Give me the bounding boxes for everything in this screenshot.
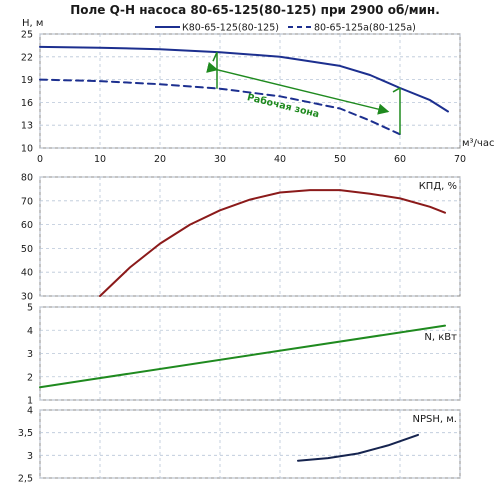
y-tick-label: 25 — [21, 30, 33, 41]
y-axis-label: NPSH, м. — [413, 414, 457, 425]
zone-tick-right — [392, 87, 401, 93]
y-tick-label: 4 — [27, 406, 33, 417]
y-tick-label: 40 — [21, 268, 33, 279]
y-tick-label: 13 — [21, 121, 33, 132]
y-tick-label: 10 — [21, 144, 33, 155]
y-tick-label: 2,5 — [18, 474, 33, 485]
x-tick-label: 20 — [154, 154, 166, 165]
zone-tick-left — [212, 51, 218, 62]
y-tick-label: 3 — [27, 451, 33, 462]
panel-npsh: 2,5 3 3,5 4 NPSH, м. — [18, 406, 461, 485]
series-line-head-0 — [39, 45, 449, 113]
chart-title: Поле Q-H насоса 80-65-125(80-125) при 29… — [70, 3, 440, 17]
plot-area — [39, 409, 461, 479]
series-line-npsh-0 — [297, 433, 419, 462]
y-tick-label: 50 — [21, 244, 33, 255]
y-tick-label: 70 — [21, 196, 33, 207]
y-tick-label: 60 — [21, 220, 33, 231]
x-tick-label: 70 — [454, 154, 466, 165]
zone-arrow — [206, 61, 390, 115]
series-line-efficiency-0 — [99, 189, 446, 297]
y-tick-label: 16 — [21, 98, 33, 109]
y-tick-label: 2 — [27, 372, 33, 383]
x-axis-label: м³/час — [462, 138, 494, 149]
x-tick-label: 50 — [334, 154, 346, 165]
panel-power: 1 2 3 4 5 N, кВт — [27, 303, 461, 407]
x-tick-label: 10 — [94, 154, 106, 165]
y-tick-label: 22 — [21, 52, 33, 63]
y-axis-label: N, кВт — [424, 332, 457, 343]
y-tick-label: 1 — [27, 396, 33, 407]
series-line-power-0 — [39, 324, 446, 389]
x-tick-label: 30 — [214, 154, 226, 165]
y-tick-label: 19 — [21, 75, 33, 86]
panel-head: 10 13 16 19 22 25 0 10 20 30 40 50 60 70 H, м м³/час К80… — [21, 18, 495, 165]
y-tick-label: 80 — [21, 173, 33, 184]
x-tick-label: 0 — [37, 154, 43, 165]
x-tick-label: 60 — [394, 154, 406, 165]
y-tick-label: 4 — [27, 326, 33, 337]
legend-entry: 80-65-125а(80-125а) — [314, 23, 416, 34]
y-tick-label: 3,5 — [18, 428, 33, 439]
plot-area — [39, 33, 461, 149]
x-tick-label: 40 — [274, 154, 286, 165]
y-tick-label: 30 — [21, 292, 33, 303]
y-tick-label: 5 — [27, 303, 33, 314]
y-axis-label: КПД, % — [419, 181, 457, 192]
legend-entry: К80-65-125(80-125) — [182, 23, 279, 34]
plot-area — [39, 176, 461, 297]
y-tick-label: 3 — [27, 349, 33, 360]
y-axis-label: H, м — [22, 18, 43, 29]
panel-efficiency: 30 40 50 60 70 80 КПД, % — [21, 173, 461, 303]
